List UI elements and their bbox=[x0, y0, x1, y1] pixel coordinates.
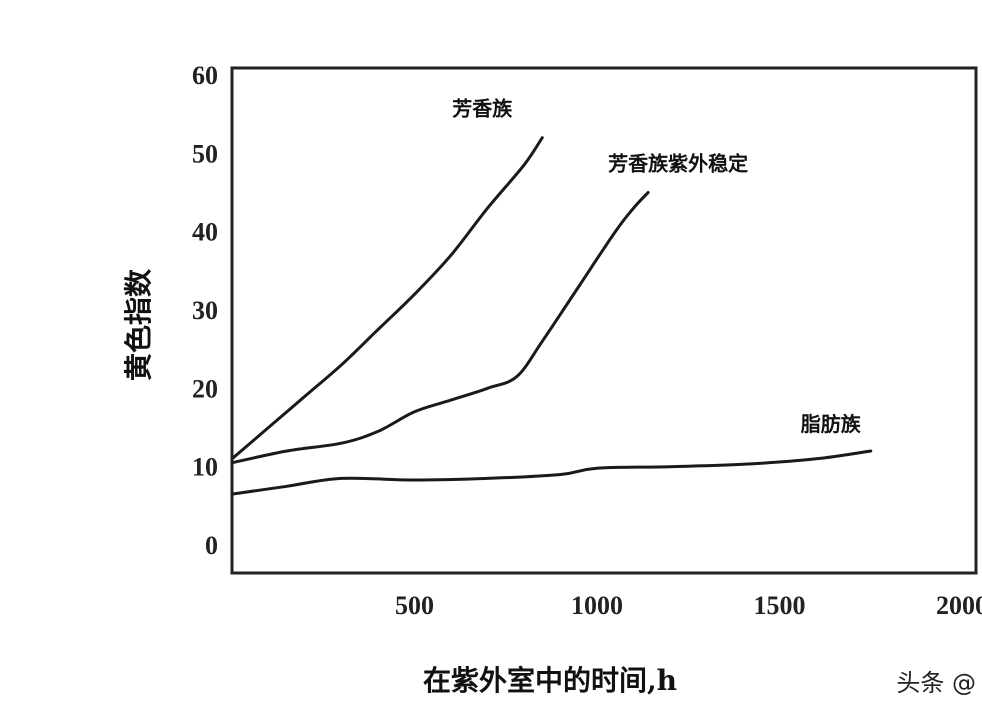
watermark-text: 头条 @ bbox=[896, 669, 976, 697]
y-tick-label: 30 bbox=[192, 296, 218, 325]
plot-frame bbox=[230, 66, 978, 575]
x-tick-label: 1000 bbox=[571, 591, 623, 620]
y-tick-label: 10 bbox=[192, 453, 218, 482]
x-axis-title: 在紫外室中的时间,h bbox=[423, 664, 677, 697]
y-tick-label: 0 bbox=[205, 531, 218, 560]
series-label: 芳香族紫外稳定 bbox=[608, 152, 748, 176]
y-tick-label: 50 bbox=[192, 139, 218, 168]
y-tick-labels: 0 10 20 30 40 50 60 bbox=[192, 61, 218, 560]
series-line bbox=[230, 449, 873, 496]
y-tick-label: 60 bbox=[192, 61, 218, 90]
series-line bbox=[230, 136, 544, 461]
series-label: 脂肪族 bbox=[801, 412, 862, 436]
y-axis-title: 黄色指数 bbox=[122, 268, 155, 381]
series-line bbox=[230, 191, 650, 465]
x-tick-label: 2000 bbox=[936, 591, 982, 620]
x-tick-label: 500 bbox=[395, 591, 434, 620]
x-tick-labels: 500 1000 1500 2000 bbox=[395, 591, 982, 620]
y-tick-label: 40 bbox=[192, 218, 218, 247]
series-lines bbox=[230, 136, 873, 496]
y-tick-label: 20 bbox=[192, 374, 218, 403]
x-tick-label: 1500 bbox=[754, 591, 806, 620]
series-label: 芳香族 bbox=[452, 97, 513, 121]
